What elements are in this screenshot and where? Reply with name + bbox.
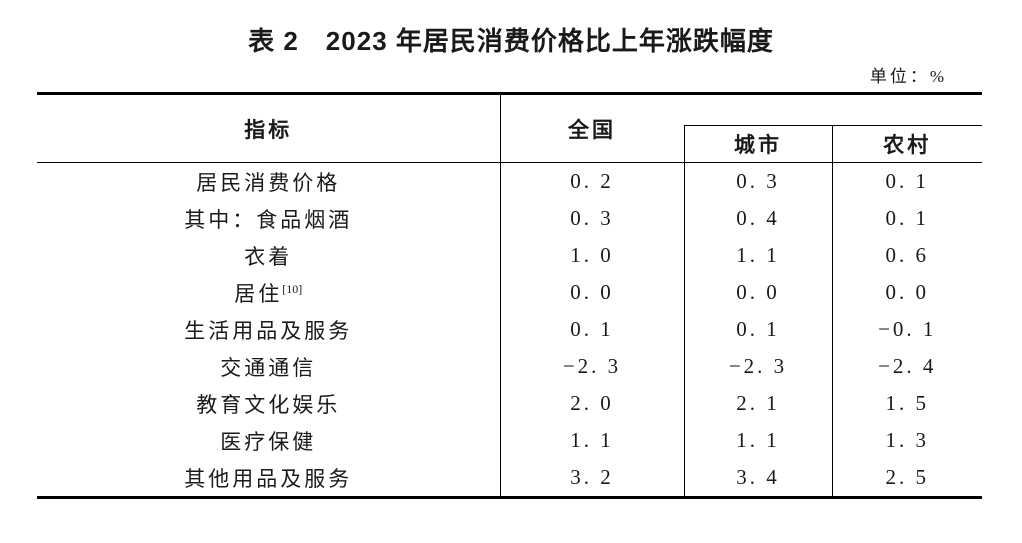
cell-indicator: 衣着	[37, 237, 501, 274]
table-title: 表 2 2023 年居民消费价格比上年涨跌幅度	[248, 26, 774, 56]
cell-indicator: 教育文化娱乐	[37, 385, 501, 422]
footnote-ref-10: [10]	[282, 281, 303, 296]
column-header-indicator: 指标	[37, 93, 501, 163]
table-row: 生活用品及服务 0. 1 0. 1 −0. 1	[37, 311, 982, 348]
cell-national: 2. 0	[500, 385, 685, 422]
cell-urban: 0. 4	[684, 200, 833, 237]
table-row: 衣着 1. 0 1. 1 0. 6	[37, 237, 982, 274]
cell-urban: 0. 1	[684, 311, 833, 348]
cell-urban: 0. 0	[684, 274, 833, 311]
cell-rural: 0. 1	[885, 169, 929, 193]
unit-label: 单位：%	[869, 67, 947, 86]
cell-urban: 1. 1	[684, 422, 833, 459]
cell-indicator: 其他用品及服务	[37, 459, 501, 498]
table-row: 医疗保健 1. 1 1. 1 1. 3	[37, 422, 982, 459]
table-body: 居民消费价格 0. 2 0. 3 0. 1 其中：食品烟酒 0. 3 0. 4 …	[37, 162, 982, 498]
cell-indicator: 其中：食品烟酒	[37, 200, 501, 237]
cell-rural: 2. 5	[885, 465, 929, 489]
cell-national: −2. 3	[500, 348, 685, 385]
cell-national: 1. 0	[500, 237, 685, 274]
table-header: 指标 全国 城市 农村	[37, 93, 982, 163]
header-spacer-cell	[684, 93, 982, 126]
cell-national: 3. 2	[500, 459, 685, 498]
cell-rural: 1. 5	[885, 391, 929, 415]
column-header-national: 全国	[500, 93, 684, 163]
cell-national: 0. 3	[500, 200, 685, 237]
table-row: 居民消费价格 0. 2 0. 3 0. 1	[37, 162, 982, 200]
cell-rural: 0. 6	[885, 243, 929, 267]
cell-urban: 3. 4	[684, 459, 833, 498]
cell-indicator: 居住[10]	[37, 274, 501, 311]
cell-indicator: 生活用品及服务	[37, 311, 501, 348]
cell-indicator: 居民消费价格	[37, 162, 501, 200]
cell-national: 0. 0	[500, 274, 685, 311]
cell-national: 0. 2	[500, 162, 685, 200]
cell-national: 0. 1	[500, 311, 685, 348]
cell-urban: 2. 1	[684, 385, 833, 422]
table-row: 居住[10] 0. 0 0. 0 0. 0	[37, 274, 982, 311]
row-label: 居住	[234, 281, 283, 306]
cell-indicator: 交通通信	[37, 348, 501, 385]
cell-rural: −0. 1	[878, 317, 937, 341]
cell-indicator: 医疗保健	[37, 422, 501, 459]
column-header-urban: 城市	[683, 125, 832, 163]
table-row: 交通通信 −2. 3 −2. 3 −2. 4	[37, 348, 982, 385]
cpi-table: 指标 全国 城市 农村 居民消费价格 0. 2 0. 3 0. 1 其中：食品烟…	[37, 92, 982, 499]
table-row: 教育文化娱乐 2. 0 2. 1 1. 5	[37, 385, 982, 422]
cell-urban: 1. 1	[684, 237, 833, 274]
cell-rural: 0. 1	[885, 206, 929, 230]
cell-rural: 0. 0	[885, 280, 929, 304]
header-row-top: 指标 全国	[37, 93, 982, 163]
cell-urban: −2. 3	[684, 348, 833, 385]
column-header-rural: 农村	[831, 125, 982, 163]
table-row: 其中：食品烟酒 0. 3 0. 4 0. 1	[37, 200, 982, 237]
cell-national: 1. 1	[500, 422, 685, 459]
cell-rural: −2. 4	[878, 354, 937, 378]
header-row-sub: 城市 农村	[37, 125, 982, 163]
table-row: 其他用品及服务 3. 2 3. 4 2. 5	[37, 459, 982, 498]
cell-rural: 1. 3	[885, 428, 929, 452]
cell-urban: 0. 3	[684, 162, 833, 200]
